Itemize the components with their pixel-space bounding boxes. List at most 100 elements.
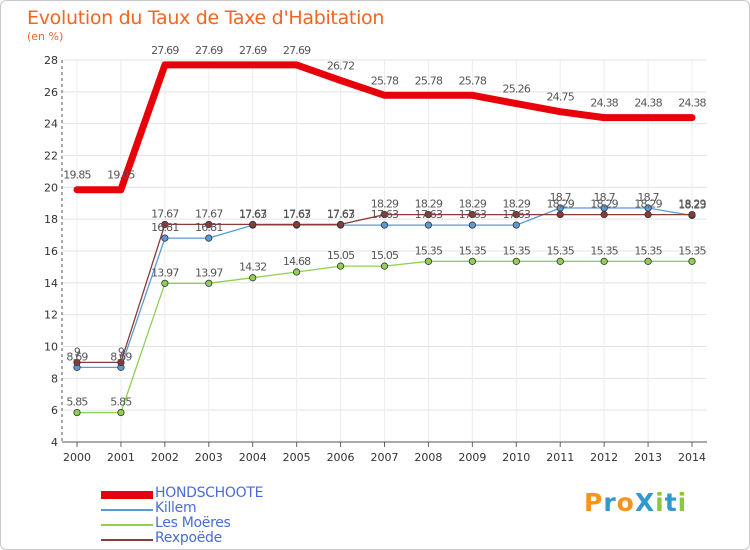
data-label-rexpoede: 18.29 bbox=[546, 198, 574, 211]
axes: 4 6 8 10 12 14 16 18 20 22 24 26 28 2000 2001 2002 2003 2… bbox=[44, 54, 707, 464]
data-label-rexpoede: 9 bbox=[74, 345, 81, 358]
data-label-rexpoede: 9 bbox=[118, 345, 125, 358]
data-label-rexpoede: 17.67 bbox=[151, 207, 179, 220]
x-tick-label: 2000 bbox=[63, 451, 91, 464]
data-label-hondschoote: 24.75 bbox=[546, 91, 574, 104]
data-label-killem: 18.7 bbox=[550, 191, 572, 204]
data-label-hondschoote: 19.85 bbox=[107, 169, 135, 182]
data-label-les-moeres: 15.35 bbox=[459, 244, 487, 257]
data-point-rexpoede bbox=[512, 210, 520, 219]
data-label-hondschoote: 25.78 bbox=[371, 74, 399, 87]
y-tick-label: 28 bbox=[44, 54, 58, 67]
data-label-rexpoede: 17.67 bbox=[195, 207, 223, 220]
data-label-les-moeres: 15.35 bbox=[546, 244, 574, 257]
data-label-rexpoede: 18.29 bbox=[415, 198, 443, 211]
x-tick-label: 2011 bbox=[546, 451, 574, 464]
data-point-rexpoede bbox=[424, 210, 433, 219]
data-point-les-moeres bbox=[293, 268, 301, 276]
data-point-les-moeres bbox=[73, 408, 81, 417]
x-tick-label: 2009 bbox=[458, 451, 486, 464]
data-point-killem bbox=[161, 234, 169, 242]
data-point-les-moeres bbox=[556, 257, 564, 265]
data-label-rexpoede: 18.29 bbox=[371, 198, 399, 211]
data-label-hondschoote: 24.38 bbox=[678, 97, 706, 110]
legend-swatch bbox=[101, 539, 153, 541]
logo-letter: i bbox=[677, 488, 688, 517]
legend-swatch bbox=[101, 509, 153, 511]
data-label-killem: 17.63 bbox=[239, 208, 267, 221]
legend-swatch bbox=[101, 491, 153, 499]
data-label-rexpoede: 18.29 bbox=[459, 198, 487, 211]
data-point-killem bbox=[380, 221, 389, 229]
data-point-rexpoede bbox=[380, 210, 389, 219]
x-tick-label: 2008 bbox=[414, 451, 442, 464]
data-label-hondschoote: 27.69 bbox=[283, 44, 311, 57]
data-label-killem: 8.69 bbox=[66, 350, 88, 363]
data-point-les-moeres bbox=[161, 279, 169, 287]
grid bbox=[62, 59, 707, 443]
data-label-hondschoote: 24.38 bbox=[590, 97, 618, 110]
x-tick-label: 2002 bbox=[151, 451, 179, 464]
data-point-les-moeres bbox=[336, 262, 345, 270]
y-tick-label: 10 bbox=[44, 341, 58, 354]
logo-letter: o bbox=[616, 488, 635, 517]
data-point-killem bbox=[424, 221, 433, 229]
data-point-rexpoede bbox=[644, 210, 652, 219]
data-point-les-moeres bbox=[512, 257, 520, 265]
series-layer bbox=[73, 61, 696, 417]
data-label-killem: 17.63 bbox=[503, 208, 531, 221]
y-tick-label: 8 bbox=[51, 372, 58, 385]
legend-label: Les Moëres bbox=[155, 515, 231, 531]
x-tick-label: 2003 bbox=[195, 451, 223, 464]
data-label-killem: 16.81 bbox=[195, 221, 223, 234]
data-label-killem: 18.23 bbox=[678, 199, 706, 212]
legend-label: HONDSCHOOTE bbox=[155, 485, 264, 501]
data-label-hondschoote: 25.78 bbox=[415, 74, 443, 87]
data-label-hondschoote: 26.72 bbox=[327, 59, 355, 72]
series-line-hondschoote bbox=[73, 61, 696, 194]
legend-label: Rexpoëde bbox=[155, 530, 222, 546]
data-point-rexpoede bbox=[468, 210, 476, 219]
data-point-killem bbox=[468, 221, 476, 229]
y-tick-label: 6 bbox=[51, 404, 58, 417]
data-point-rexpoede bbox=[600, 210, 608, 219]
x-tick-label: 2004 bbox=[239, 451, 267, 464]
data-label-hondschoote: 27.69 bbox=[239, 44, 267, 57]
data-point-rexpoede bbox=[249, 220, 257, 229]
logo-letter: i bbox=[655, 488, 665, 517]
data-point-les-moeres bbox=[249, 274, 257, 282]
data-point-rexpoede bbox=[293, 220, 301, 229]
x-tick-label: 2014 bbox=[678, 451, 706, 464]
data-point-killem bbox=[205, 234, 213, 242]
data-label-hondschoote: 27.69 bbox=[195, 44, 223, 57]
data-point-rexpoede bbox=[117, 358, 125, 367]
data-label-les-moeres: 15.35 bbox=[590, 244, 618, 257]
y-tick-label: 4 bbox=[51, 436, 58, 449]
data-point-rexpoede bbox=[73, 358, 81, 367]
data-label-killem: 17.63 bbox=[283, 208, 311, 221]
data-point-les-moeres bbox=[424, 257, 433, 265]
x-tick-label: 2012 bbox=[590, 451, 618, 464]
data-label-killem: 18.7 bbox=[593, 191, 615, 204]
data-label-killem: 17.63 bbox=[371, 208, 399, 221]
data-label-les-moeres: 15.05 bbox=[371, 249, 399, 262]
data-point-les-moeres bbox=[688, 257, 696, 265]
x-tick-label: 2007 bbox=[371, 451, 399, 464]
x-tick-label: 2001 bbox=[107, 451, 135, 464]
data-label-killem: 16.81 bbox=[151, 221, 179, 234]
logo-letter: X bbox=[634, 488, 656, 517]
data-label-hondschoote: 25.78 bbox=[459, 74, 487, 87]
data-label-hondschoote: 24.38 bbox=[634, 97, 662, 110]
data-point-les-moeres bbox=[468, 257, 476, 265]
data-label-killem: 18.7 bbox=[637, 191, 659, 204]
y-tick-label: 16 bbox=[44, 245, 58, 258]
y-tick-label: 12 bbox=[44, 309, 58, 322]
data-label-killem: 17.63 bbox=[459, 208, 487, 221]
y-tick-label: 26 bbox=[44, 86, 58, 99]
data-label-les-moeres: 5.85 bbox=[66, 396, 88, 409]
proxiti-logo: ProXiti bbox=[584, 488, 687, 517]
x-tick-label: 2006 bbox=[327, 451, 355, 464]
x-tick-label: 2010 bbox=[502, 451, 530, 464]
data-label-rexpoede: 17.67 bbox=[239, 207, 267, 220]
